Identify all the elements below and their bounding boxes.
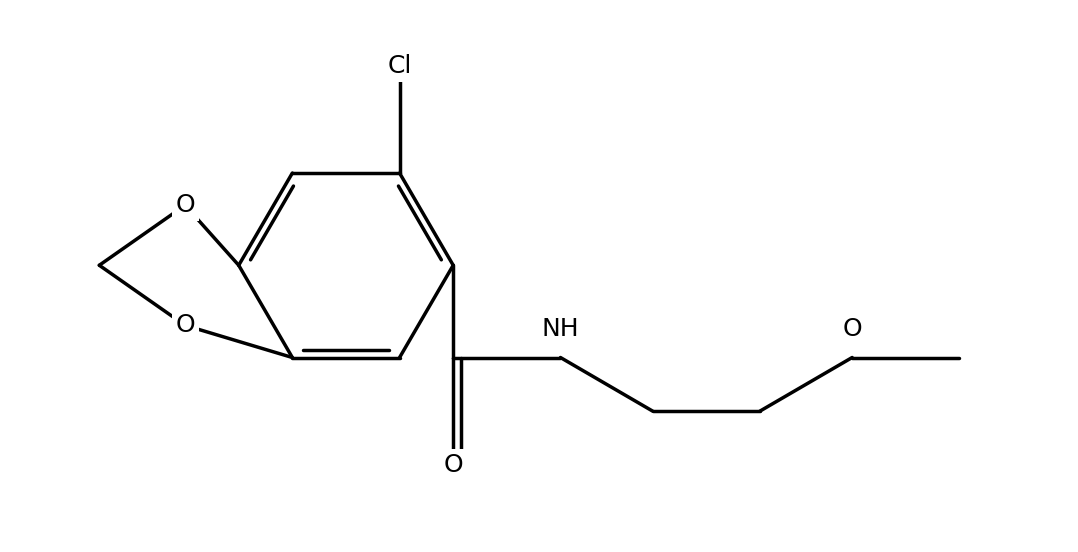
Text: O: O (176, 193, 195, 217)
Text: O: O (842, 317, 862, 342)
Text: O: O (176, 314, 195, 337)
Text: Cl: Cl (387, 54, 412, 78)
Text: O: O (443, 453, 464, 477)
Text: NH: NH (541, 317, 579, 342)
